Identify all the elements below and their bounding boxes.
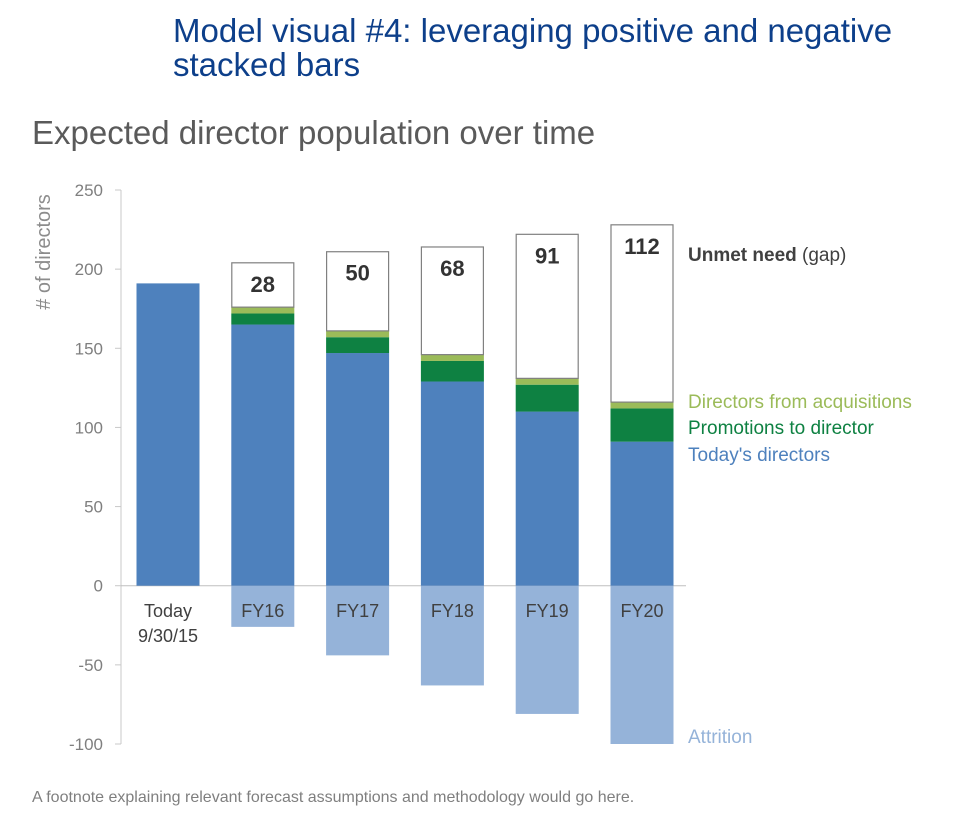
bar-attrition <box>420 585 484 686</box>
bar-todays-directors <box>231 324 295 586</box>
y-tick-label: 100 <box>75 418 103 437</box>
bar-unmet-need <box>515 233 579 379</box>
bar-unmet-need <box>420 246 484 356</box>
y-tick-label: 250 <box>75 181 103 200</box>
footnote: A footnote explaining relevant forecast … <box>32 789 635 806</box>
x-category-label: FY17 <box>336 601 379 621</box>
legend-attrition: Attrition <box>688 727 752 748</box>
bar-acquisitions <box>326 330 390 338</box>
bar-promotions <box>420 360 484 382</box>
y-tick-label: -50 <box>78 656 103 675</box>
gap-value-label: 68 <box>440 256 464 281</box>
x-category-label: FY19 <box>526 601 569 621</box>
bars <box>136 224 674 744</box>
legend-todays-directors: Today's directors <box>688 445 830 466</box>
legend-unmet-need: Unmet need (gap) <box>688 245 846 266</box>
x-category-label: Today <box>144 601 192 621</box>
x-category-label: FY16 <box>241 601 284 621</box>
bar-acquisitions <box>515 378 579 385</box>
y-axis-label: # of directors <box>33 194 55 310</box>
legend-acquisitions: Directors from acquisitions <box>688 392 912 413</box>
bar-acquisitions <box>610 402 674 409</box>
bar-promotions <box>231 313 295 325</box>
y-tick-label: 0 <box>94 577 103 596</box>
bar-attrition <box>610 585 674 744</box>
y-tick-label: -100 <box>69 735 103 754</box>
bar-attrition <box>326 585 390 656</box>
chart-title: Expected director population over time <box>32 114 596 151</box>
bar-todays-directors <box>610 441 674 586</box>
gap-value-label: 91 <box>535 243 559 268</box>
legend-promotions: Promotions to director <box>688 418 875 439</box>
bar-promotions <box>326 337 390 354</box>
y-tick-label: 200 <box>75 260 103 279</box>
bar-unmet-need <box>231 262 295 308</box>
bar-acquisitions <box>420 354 484 361</box>
gap-value-label: 50 <box>345 261 369 286</box>
gap-value-label: 112 <box>624 234 660 259</box>
axes: 250 200 150 100 50 0 -50 -100 <box>69 181 686 754</box>
labels: Today 9/30/15 28 FY16 50 FY17 68 FY18 91 FY19 112 F… <box>138 234 664 646</box>
bar-acquisitions <box>231 307 295 314</box>
y-tick-label: 150 <box>75 339 103 358</box>
bar-todays-directors <box>515 411 579 586</box>
bar-unmet-need <box>326 251 390 332</box>
bar-unmet-need <box>610 224 674 403</box>
bar-promotions <box>610 408 674 442</box>
x-category-label: FY20 <box>620 601 663 621</box>
y-tick-label: 50 <box>84 498 103 517</box>
bar-attrition <box>515 585 579 714</box>
bar-todays-directors <box>420 381 484 586</box>
x-category-label: FY18 <box>431 601 474 621</box>
bar-promotions <box>515 384 579 412</box>
gap-value-label: 28 <box>251 272 275 297</box>
legend: Unmet need (gap) Directors from acquisiti… <box>688 245 912 748</box>
bar-todays-directors <box>136 283 200 586</box>
headline: Model visual #4: leveraging positive and… <box>173 12 893 83</box>
bar-todays-directors <box>326 353 390 586</box>
x-category-label: 9/30/15 <box>138 626 198 646</box>
bar-attrition <box>231 585 295 627</box>
